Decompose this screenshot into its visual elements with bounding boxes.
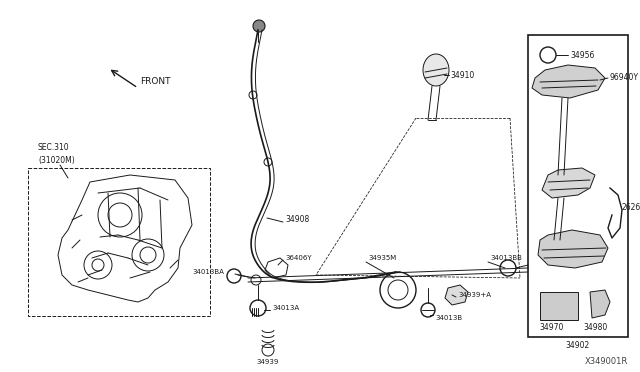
- Polygon shape: [532, 65, 605, 98]
- Text: 34939+A: 34939+A: [458, 292, 491, 298]
- Text: X349001R: X349001R: [585, 357, 628, 366]
- Text: 34935M: 34935M: [368, 255, 396, 261]
- Text: FRONT: FRONT: [140, 77, 170, 87]
- Text: 34013BA: 34013BA: [192, 269, 224, 275]
- Text: 34956: 34956: [570, 51, 595, 60]
- Text: 34902: 34902: [566, 340, 590, 350]
- Text: 34013A: 34013A: [272, 305, 299, 311]
- Text: 34939: 34939: [257, 359, 279, 365]
- Polygon shape: [542, 168, 595, 198]
- Circle shape: [264, 158, 272, 166]
- Circle shape: [253, 20, 265, 32]
- Text: 34908: 34908: [285, 215, 309, 224]
- Text: 34910: 34910: [450, 71, 474, 80]
- Polygon shape: [590, 290, 610, 318]
- Text: 34970: 34970: [540, 324, 564, 333]
- Text: 34980: 34980: [584, 324, 608, 333]
- Text: 36406Y: 36406Y: [285, 255, 312, 261]
- Text: (31020M): (31020M): [38, 155, 75, 164]
- Polygon shape: [445, 285, 468, 305]
- Circle shape: [227, 269, 241, 283]
- Text: 34013B: 34013B: [435, 315, 462, 321]
- Text: 34013BB: 34013BB: [490, 255, 522, 261]
- Text: 96940Y: 96940Y: [610, 74, 639, 83]
- Polygon shape: [538, 230, 608, 268]
- Bar: [528, 35, 628, 337]
- Bar: [540, 292, 578, 320]
- Bar: [28, 168, 210, 316]
- Text: SEC.310: SEC.310: [38, 144, 70, 153]
- Text: 26261X: 26261X: [622, 203, 640, 212]
- Circle shape: [249, 91, 257, 99]
- Ellipse shape: [423, 54, 449, 86]
